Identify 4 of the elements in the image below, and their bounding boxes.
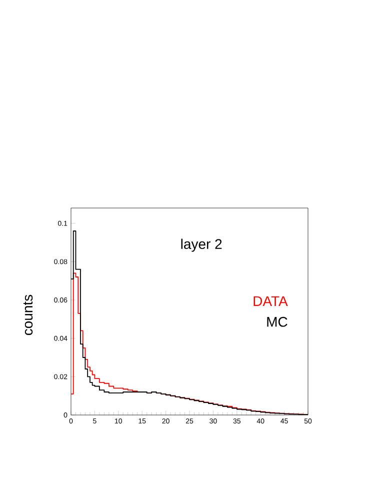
text: MC	[267, 316, 288, 327]
text: DATA	[254, 296, 288, 306]
y-axis-title: counts	[23, 294, 33, 336]
text: layer 2	[181, 238, 222, 252]
